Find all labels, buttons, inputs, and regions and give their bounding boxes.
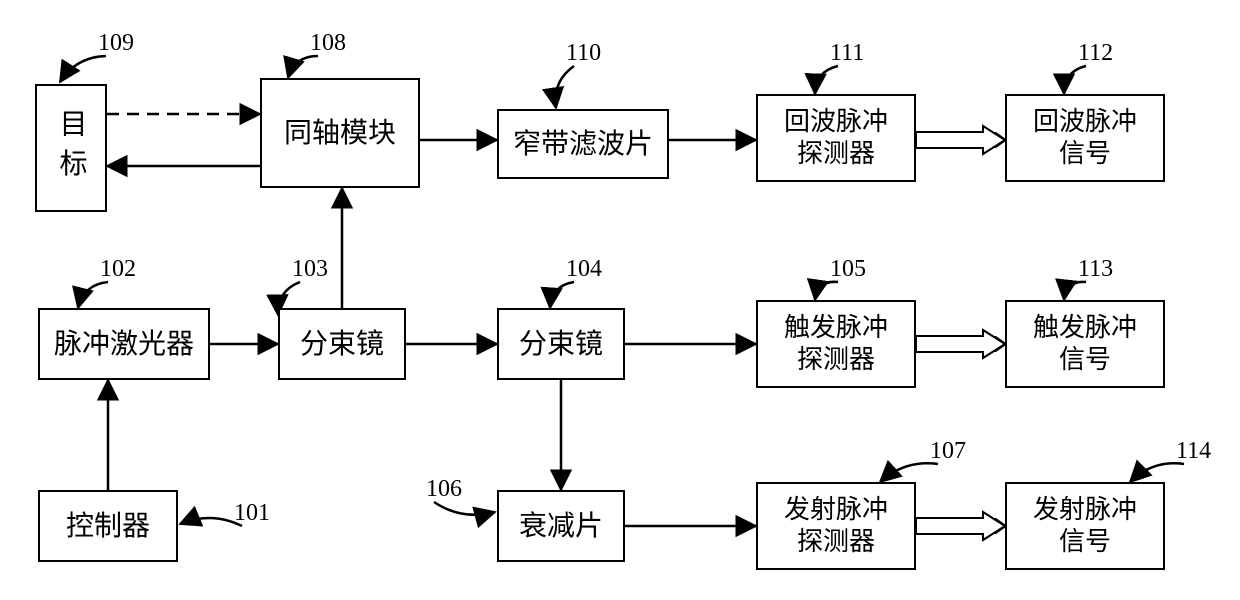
- ref-label-111: 111: [830, 40, 864, 67]
- node-label: 发射脉冲 信号: [1033, 494, 1137, 559]
- ref-label-107: 107: [930, 438, 966, 465]
- node-n114: 发射脉冲 信号: [1005, 482, 1165, 570]
- node-n112: 回波脉冲 信号: [1005, 94, 1165, 182]
- node-n110: 窄带滤波片: [497, 109, 669, 179]
- ref-label-110: 110: [566, 40, 601, 67]
- node-n107: 发射脉冲 探测器: [756, 482, 916, 570]
- node-n104: 分束镜: [497, 308, 625, 380]
- node-n101: 控制器: [38, 490, 178, 562]
- node-label: 触发脉冲 信号: [1033, 312, 1137, 377]
- node-label: 回波脉冲 信号: [1033, 106, 1137, 171]
- ref-label-102: 102: [100, 256, 136, 283]
- node-label: 分束镜: [519, 327, 603, 362]
- node-label: 窄带滤波片: [513, 127, 653, 162]
- node-label: 目标: [54, 109, 89, 187]
- ref-label-104: 104: [566, 256, 602, 283]
- ref-label-103: 103: [292, 256, 328, 283]
- ref-label-105: 105: [830, 256, 866, 283]
- node-label: 分束镜: [300, 327, 384, 362]
- node-n109: 目标: [35, 84, 107, 212]
- node-label: 触发脉冲 探测器: [784, 312, 888, 377]
- ref-label-109: 109: [98, 30, 134, 57]
- ref-label-101: 101: [234, 500, 270, 527]
- node-label: 脉冲激光器: [54, 327, 194, 362]
- node-n108: 同轴模块: [260, 78, 420, 188]
- diagram-canvas: 目标 同轴模块 窄带滤波片 回波脉冲 探测器 回波脉冲 信号脉冲激光器 分束镜 分束镜 触发脉…: [0, 0, 1240, 600]
- node-n105: 触发脉冲 探测器: [756, 300, 916, 388]
- node-label: 回波脉冲 探测器: [784, 106, 888, 171]
- node-label: 衰减片: [519, 509, 603, 544]
- ref-label-114: 114: [1176, 438, 1211, 465]
- ref-label-113: 113: [1078, 256, 1113, 283]
- node-label: 控制器: [66, 509, 150, 544]
- ref-label-108: 108: [310, 30, 346, 57]
- ref-label-112: 112: [1078, 40, 1113, 67]
- node-n113: 触发脉冲 信号: [1005, 300, 1165, 388]
- ref-label-106: 106: [426, 476, 462, 503]
- node-n103: 分束镜: [278, 308, 406, 380]
- node-label: 发射脉冲 探测器: [784, 494, 888, 559]
- node-n102: 脉冲激光器: [38, 308, 210, 380]
- node-n111: 回波脉冲 探测器: [756, 94, 916, 182]
- node-label: 同轴模块: [284, 116, 396, 151]
- node-n106: 衰减片: [497, 490, 625, 562]
